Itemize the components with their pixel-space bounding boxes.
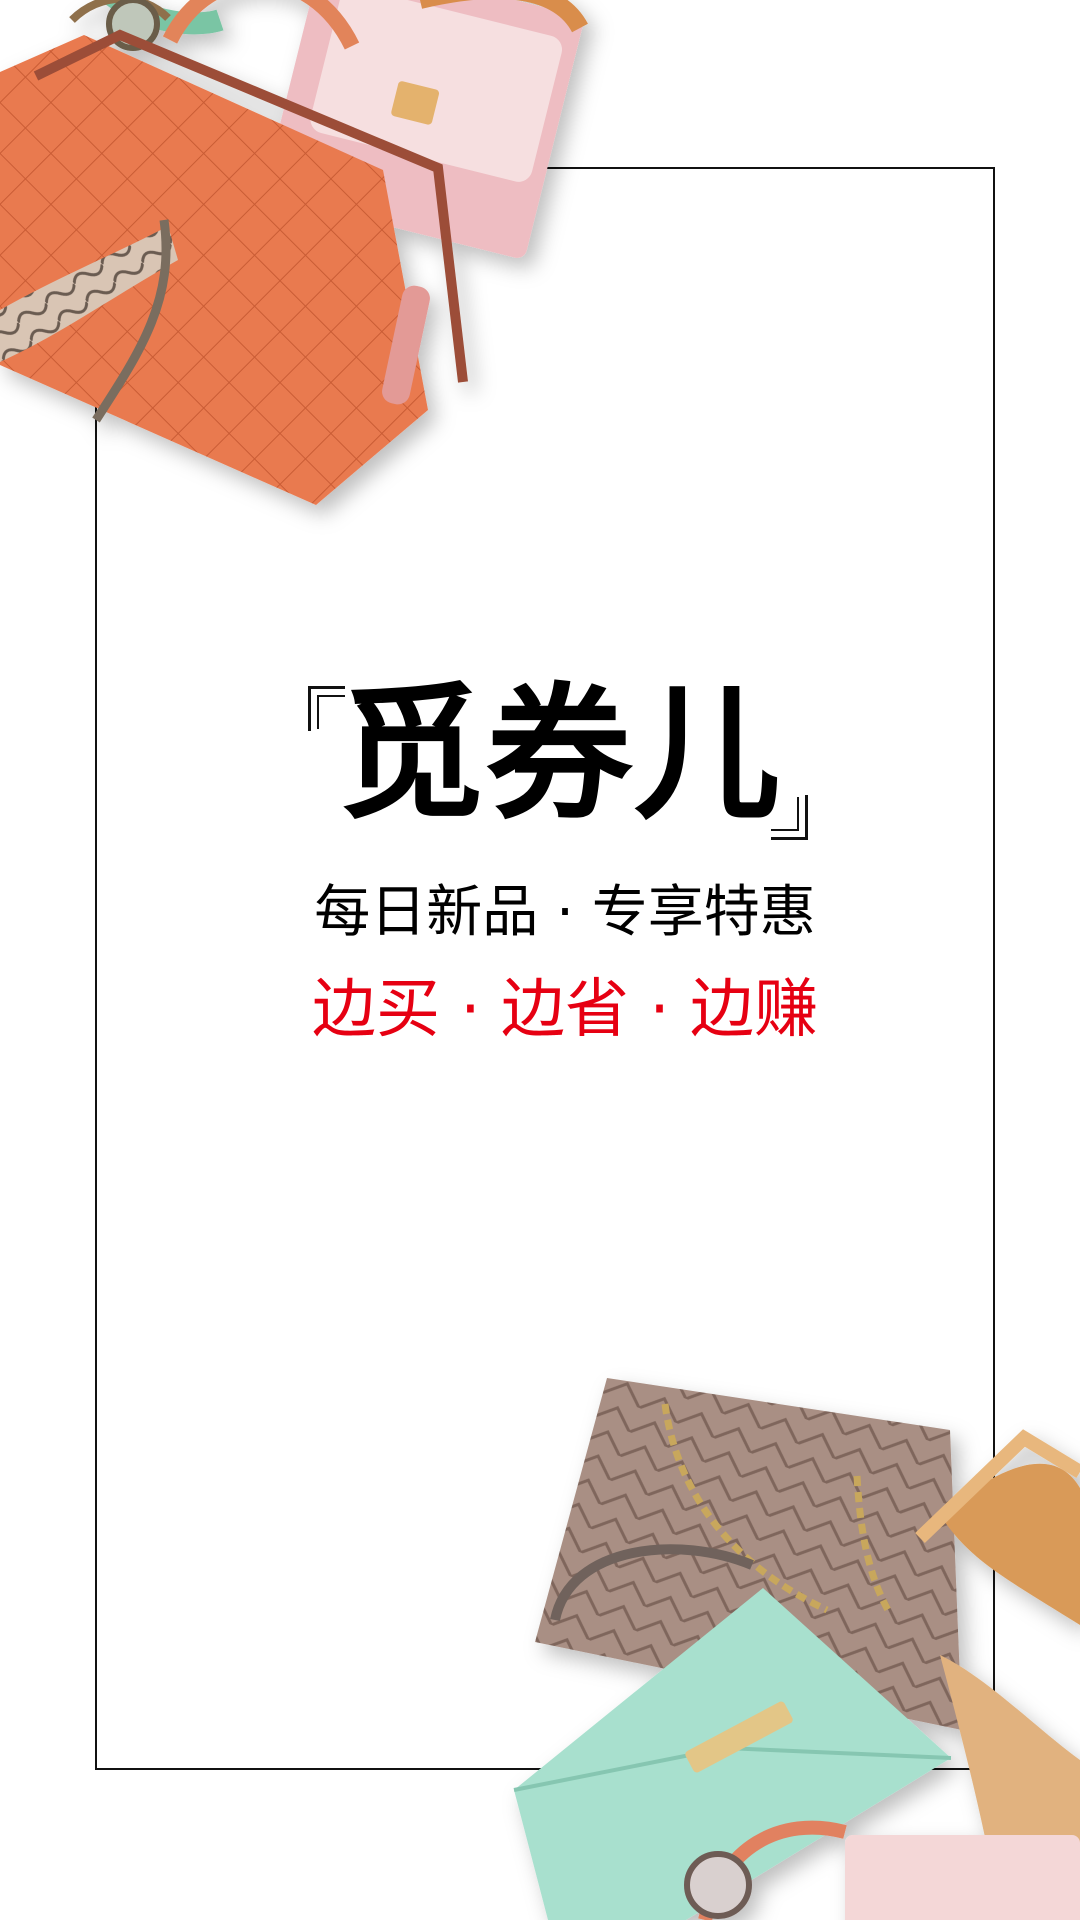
slogan: 边买 · 边省 · 边赚 [311,973,819,1047]
top-product-group [0,0,588,505]
tagline: 每日新品 · 专享特惠 [314,880,816,945]
bottom-product-group [513,1378,1080,1920]
open-bracket-decoration [308,686,345,731]
brand-title: 觅券儿 [300,670,820,860]
close-bracket-decoration [771,795,808,840]
app-name: 觅券儿 [338,670,782,840]
